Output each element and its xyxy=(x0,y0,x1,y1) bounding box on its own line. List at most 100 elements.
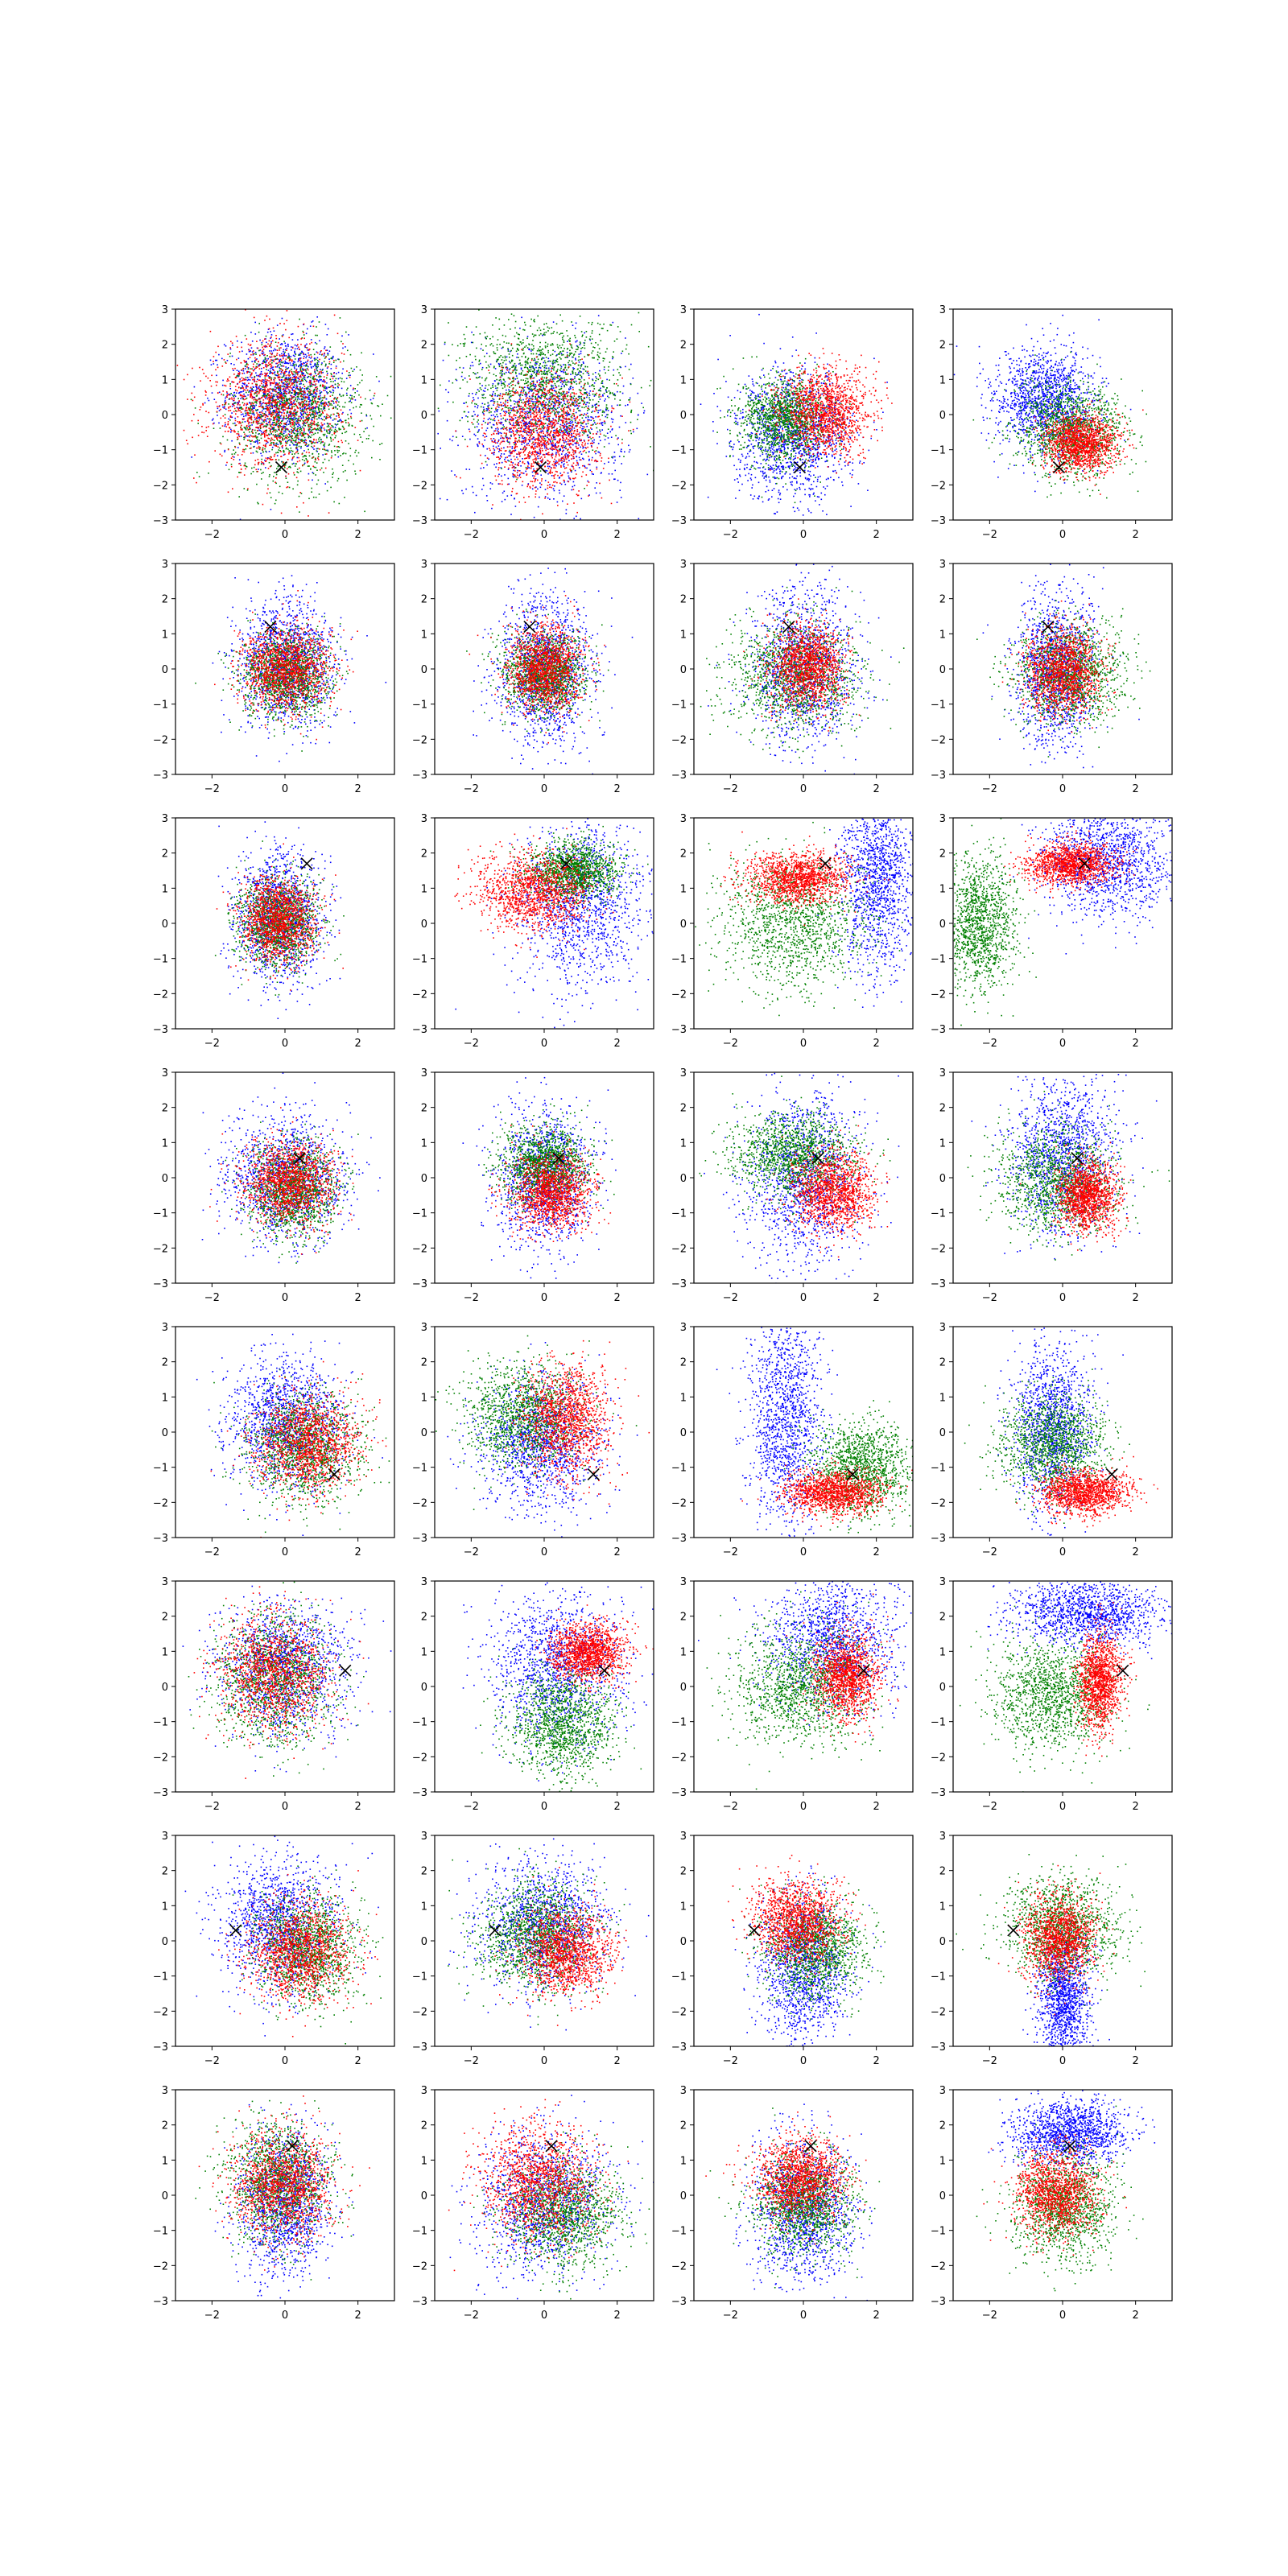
data-point xyxy=(493,438,495,440)
data-point xyxy=(440,448,441,449)
data-point xyxy=(581,378,583,379)
data-point xyxy=(266,410,268,411)
data-point xyxy=(192,420,193,422)
data-point xyxy=(243,431,245,433)
data-point xyxy=(265,419,266,421)
data-point xyxy=(316,383,317,385)
data-point xyxy=(305,370,307,372)
data-point xyxy=(568,476,570,477)
data-point xyxy=(482,367,484,369)
data-point xyxy=(324,429,326,431)
data-point xyxy=(306,381,308,382)
data-point xyxy=(564,447,565,448)
data-point xyxy=(559,477,560,478)
data-point xyxy=(320,375,321,377)
data-point xyxy=(210,360,212,361)
data-point xyxy=(312,447,314,448)
data-point xyxy=(270,345,271,347)
data-point xyxy=(561,353,563,354)
data-point xyxy=(221,456,223,457)
data-point xyxy=(226,394,228,396)
data-point xyxy=(220,427,221,429)
data-point xyxy=(287,344,289,345)
data-point xyxy=(354,392,356,394)
data-point xyxy=(228,421,229,423)
data-point xyxy=(231,430,233,431)
data-point xyxy=(576,443,577,444)
data-point xyxy=(512,462,514,464)
data-point xyxy=(525,471,526,473)
data-point xyxy=(260,390,262,392)
data-point xyxy=(522,485,523,486)
data-point xyxy=(378,381,380,382)
data-point xyxy=(555,444,556,445)
data-point xyxy=(583,363,584,365)
data-point xyxy=(283,415,285,417)
data-point xyxy=(287,411,288,413)
data-point xyxy=(281,369,283,370)
data-point xyxy=(578,444,580,446)
data-point xyxy=(279,370,281,372)
data-point xyxy=(312,394,314,395)
data-point xyxy=(287,438,288,440)
data-point xyxy=(303,417,304,419)
data-point xyxy=(233,396,234,398)
data-point xyxy=(252,383,254,385)
data-point xyxy=(344,497,345,498)
data-point xyxy=(251,388,253,390)
data-point xyxy=(519,328,521,329)
data-point xyxy=(306,356,308,357)
data-point xyxy=(250,387,252,389)
data-point xyxy=(302,402,303,403)
data-point xyxy=(291,356,292,357)
data-point xyxy=(379,444,381,445)
data-point xyxy=(354,452,356,453)
data-point xyxy=(576,405,577,407)
data-point xyxy=(528,443,530,444)
data-point xyxy=(251,373,253,374)
data-point xyxy=(292,377,294,378)
data-point xyxy=(311,488,312,489)
data-point xyxy=(314,354,316,356)
data-point xyxy=(301,363,303,365)
data-point xyxy=(242,454,243,456)
data-point xyxy=(540,474,542,476)
data-point xyxy=(295,415,296,416)
data-point xyxy=(245,436,246,438)
data-point xyxy=(285,369,287,371)
data-point xyxy=(249,431,250,433)
data-point xyxy=(242,397,243,398)
data-point xyxy=(561,462,563,464)
data-point xyxy=(478,431,480,432)
data-point xyxy=(303,435,304,436)
data-point xyxy=(275,374,276,376)
data-point xyxy=(331,357,332,359)
data-point xyxy=(296,385,298,386)
data-point xyxy=(294,415,295,416)
data-point xyxy=(318,380,320,382)
data-point xyxy=(291,346,292,348)
data-point xyxy=(245,365,246,367)
data-point xyxy=(295,440,296,442)
data-point xyxy=(257,430,258,431)
data-point xyxy=(277,412,279,414)
data-point xyxy=(302,380,303,382)
data-point xyxy=(557,502,559,503)
data-point xyxy=(316,411,317,412)
data-point xyxy=(229,398,231,400)
data-point xyxy=(275,390,276,392)
data-point xyxy=(497,409,499,411)
data-point xyxy=(255,333,257,335)
data-point xyxy=(300,428,302,430)
data-point xyxy=(324,443,326,444)
data-point xyxy=(524,386,526,388)
data-point xyxy=(271,449,273,451)
data-point xyxy=(327,423,328,424)
data-point xyxy=(288,407,290,408)
data-point xyxy=(346,378,348,379)
data-point xyxy=(213,419,214,420)
data-point xyxy=(353,396,355,398)
data-point xyxy=(246,363,248,365)
data-point xyxy=(590,416,592,418)
data-point xyxy=(268,391,270,393)
